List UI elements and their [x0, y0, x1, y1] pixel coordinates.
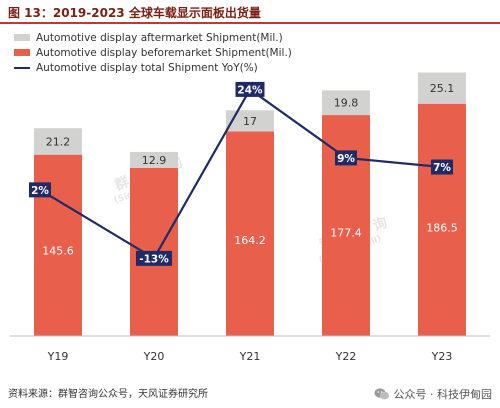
legend-label-yoy: Automotive display total Shipment YoY(%)	[36, 61, 258, 74]
bar-beforemarket-y23	[418, 103, 466, 337]
yoy-point-y19	[29, 182, 51, 198]
legend-item-yoy: Automotive display total Shipment YoY(%)	[14, 60, 292, 75]
x-tick-y20: Y20	[143, 350, 165, 363]
x-tick-y19: Y19	[47, 350, 69, 363]
yoy-point-y22	[335, 150, 357, 166]
source-note: 资料来源：群智咨询公众号，天风证券研究所	[8, 389, 208, 400]
wechat-icon	[374, 388, 389, 400]
legend-swatch-beforemarket	[14, 49, 30, 56]
legend: Automotive display aftermarket Shipment(…	[14, 30, 292, 75]
legend-item-beforemarket: Automotive display beforemarket Shipment…	[14, 45, 292, 60]
yoy-point-y23	[431, 159, 453, 175]
bar-beforemarket-y21	[226, 131, 274, 336]
yoy-label-y23: 7%	[433, 162, 451, 174]
label-aftermarket-y23: 25.1	[430, 82, 455, 95]
x-tick-y21: Y21	[239, 350, 261, 363]
legend-item-aftermarket: Automotive display aftermarket Shipment(…	[14, 30, 292, 45]
bar-aftermarket-y19	[34, 128, 82, 155]
x-tick-y22: Y22	[335, 350, 357, 363]
label-beforemarket-y22: 177.4	[330, 227, 362, 240]
chart-title: 图 13：2019-2023 全球车载显示面板出货量	[8, 6, 261, 20]
x-tick-y23: Y23	[431, 350, 453, 363]
bar-beforemarket-y22	[322, 115, 370, 336]
legend-swatch-aftermarket	[14, 34, 30, 41]
bar-aftermarket-y23	[418, 72, 466, 104]
title-bar: 图 13：2019-2023 全球车载显示面板出货量	[0, 0, 500, 24]
legend-label-aftermarket: Automotive display aftermarket Shipment(…	[36, 31, 283, 44]
yoy-point-y20	[136, 250, 172, 266]
legend-label-beforemarket: Automotive display beforemarket Shipment…	[36, 46, 292, 59]
label-beforemarket-y23: 186.5	[426, 221, 458, 234]
yoy-label-y20: -13%	[139, 253, 169, 265]
wechat-label: 公众号 · 科技伊甸园	[393, 388, 493, 401]
bar-aftermarket-y21	[226, 110, 274, 132]
label-beforemarket-y21: 164.2	[234, 234, 266, 247]
legend-swatch-yoy	[14, 66, 30, 69]
label-aftermarket-y21: 17	[243, 115, 257, 128]
label-aftermarket-y22: 19.8	[334, 97, 359, 110]
yoy-label-y21: 24%	[237, 84, 263, 96]
yoy-label-y22: 9%	[337, 153, 355, 165]
bar-aftermarket-y22	[322, 90, 370, 116]
yoy-point-y21	[235, 81, 265, 97]
wechat-badge: 公众号 · 科技伊甸园	[374, 386, 493, 402]
bar-aftermarket-y20	[130, 151, 178, 168]
label-aftermarket-y20: 12.9	[142, 154, 167, 167]
yoy-label-y19: 2%	[31, 185, 49, 197]
label-beforemarket-y19: 145.6	[42, 244, 74, 257]
label-aftermarket-y19: 21.2	[46, 135, 71, 148]
